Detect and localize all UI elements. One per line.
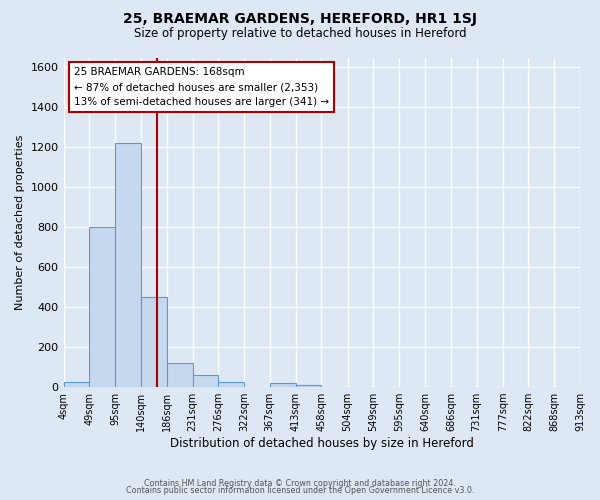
Text: Contains HM Land Registry data © Crown copyright and database right 2024.: Contains HM Land Registry data © Crown c… (144, 478, 456, 488)
Bar (296, 385, 322, 387)
Bar (167, 363, 193, 387)
Bar (218, 382, 244, 387)
Bar (141, 297, 167, 387)
Bar (64, 382, 89, 387)
Text: Contains public sector information licensed under the Open Government Licence v3: Contains public sector information licen… (126, 486, 474, 495)
Bar (193, 376, 218, 387)
Bar (270, 383, 296, 387)
Bar (89, 228, 115, 387)
Text: Size of property relative to detached houses in Hereford: Size of property relative to detached ho… (134, 28, 466, 40)
Text: 25, BRAEMAR GARDENS, HEREFORD, HR1 1SJ: 25, BRAEMAR GARDENS, HEREFORD, HR1 1SJ (123, 12, 477, 26)
X-axis label: Distribution of detached houses by size in Hereford: Distribution of detached houses by size … (170, 437, 474, 450)
Y-axis label: Number of detached properties: Number of detached properties (15, 134, 25, 310)
Bar (115, 144, 141, 387)
Text: 25 BRAEMAR GARDENS: 168sqm
← 87% of detached houses are smaller (2,353)
13% of s: 25 BRAEMAR GARDENS: 168sqm ← 87% of deta… (74, 68, 329, 107)
